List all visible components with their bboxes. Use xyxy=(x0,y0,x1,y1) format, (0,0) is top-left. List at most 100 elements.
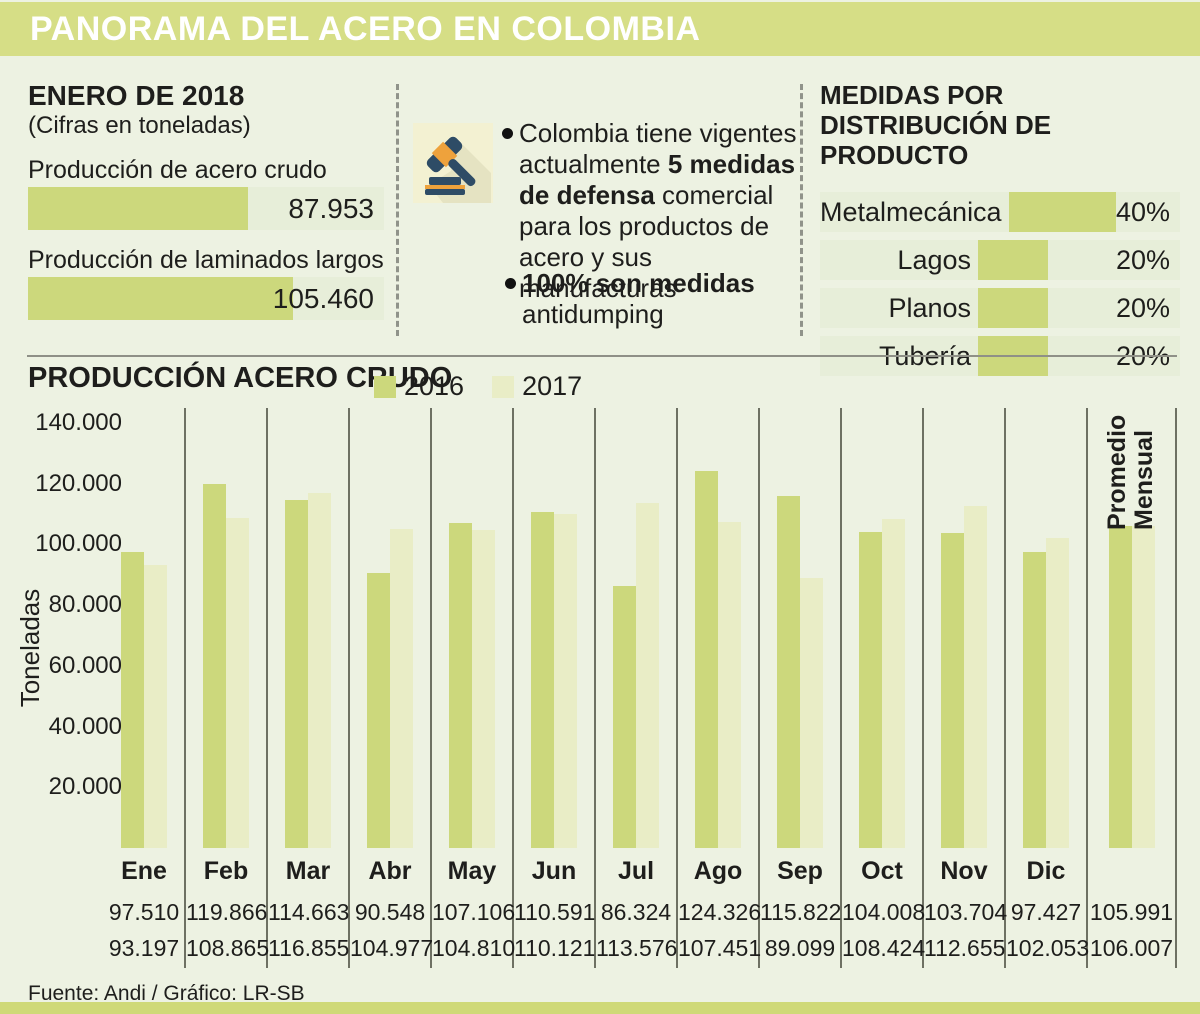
distribution-row: Lagos 20% xyxy=(820,240,1180,280)
month-column: May 107.106 104.810 xyxy=(432,408,516,968)
y-tick-label: 40.000 xyxy=(48,713,122,740)
month-label: Nov xyxy=(940,857,988,885)
medidas-panel: Colombia tiene vigentes actualmente 5 me… xyxy=(410,118,797,348)
distribution-label: Metalmecánica xyxy=(820,196,1002,227)
month-column: Abr 90.548 104.977 xyxy=(350,408,433,968)
value-2016: 104.008 xyxy=(842,899,926,925)
month-label: Mar xyxy=(285,857,331,885)
month-column: Ene 97.510 93.197 xyxy=(104,408,186,968)
bar-pair xyxy=(760,408,840,848)
month-label: Ene xyxy=(121,857,167,885)
month-label: Sep xyxy=(777,857,823,885)
distribution-bar xyxy=(978,288,1048,328)
bullet-text: 100% son medidas antidumping xyxy=(522,268,755,329)
bar-2016 xyxy=(613,586,636,848)
metric-label: Producción de laminados largos xyxy=(28,246,384,274)
bar-2016 xyxy=(695,471,718,848)
enero-title: ENERO DE 2018 xyxy=(28,80,245,111)
distribution-value: 20% xyxy=(1115,292,1170,323)
value-2017: 113.576 xyxy=(596,935,678,961)
bar-2016 xyxy=(449,523,472,848)
bar-pair xyxy=(432,408,512,848)
bar-pair xyxy=(678,408,758,848)
legend-label-2016: 2016 xyxy=(404,371,465,401)
bullet-dot-icon xyxy=(505,278,516,289)
metric-bar-fill xyxy=(28,187,249,230)
month-label xyxy=(1088,848,1175,896)
value-2016: 110.591 xyxy=(514,899,596,925)
bar-2017 xyxy=(1046,538,1069,848)
month-column: Jun 110.591 110.121 xyxy=(514,408,596,968)
bar-2017 xyxy=(882,519,905,848)
value-2016: 90.548 xyxy=(354,899,426,925)
month-label: Jul xyxy=(617,857,655,885)
bar-pair xyxy=(1006,408,1086,848)
bar-2017 xyxy=(636,503,659,848)
distribution-label: Lagos xyxy=(897,244,971,275)
month-column: Ago 124.326 107.451 xyxy=(678,408,762,968)
bar-pair xyxy=(842,408,922,848)
value-2017: 112.655 xyxy=(924,935,1006,961)
month-column: Mar 114.663 116.855 xyxy=(268,408,350,968)
bar-pair xyxy=(104,408,184,848)
bar-pair xyxy=(350,408,430,848)
legend-swatch-2017 xyxy=(492,375,515,398)
bar-2017 xyxy=(144,565,167,848)
page-title: PANORAMA DEL ACERO EN COLOMBIA xyxy=(0,2,1200,56)
value-2016: 124.326 xyxy=(678,899,762,925)
bar-2017 xyxy=(472,530,495,848)
distribution-value: 20% xyxy=(1115,244,1170,275)
y-tick-label: 60.000 xyxy=(48,652,122,679)
value-2017: 116.855 xyxy=(268,935,350,961)
value-2016: 107.106 xyxy=(432,899,516,925)
value-2017: 110.121 xyxy=(514,935,596,961)
distribucion-rows: Metalmecánica 40% Lagos 20% Planos 20% Tubería… xyxy=(820,192,1180,376)
y-tick-label: 120.000 xyxy=(35,470,122,497)
bar-2016 xyxy=(367,573,390,848)
bar-2017 xyxy=(800,578,823,848)
enero-bars: Producción de acero crudo 87.953 Producció… xyxy=(28,156,384,320)
month-column: Jul 86.324 113.576 xyxy=(596,408,678,968)
distribution-row: Planos 20% xyxy=(820,288,1180,328)
month-column: Nov 103.704 112.655 xyxy=(924,408,1008,968)
month-label: Ago xyxy=(693,857,743,885)
distribucion-title: MEDIDAS POR DISTRIBUCIÓN DE PRODUCTO xyxy=(820,80,1052,170)
value-2016: 103.704 xyxy=(924,899,1008,925)
bar-2016 xyxy=(941,533,964,848)
month-label: Abr xyxy=(368,857,412,885)
bar-chart: Ene 97.510 93.197 Feb 119.866 108.865 Mar 114.6… xyxy=(0,408,1177,968)
bar-2017 xyxy=(554,514,577,848)
value-2016: 97.510 xyxy=(108,899,180,925)
value-2017: 108.424 xyxy=(842,935,926,961)
distribution-label: Planos xyxy=(888,292,971,323)
value-2017: 106.007 xyxy=(1089,935,1174,961)
bar-2017 xyxy=(964,506,987,848)
value-2016: 86.324 xyxy=(600,899,672,925)
metric-bar-track: 87.953 xyxy=(28,187,384,230)
bar-pair xyxy=(596,408,676,848)
bullet-item: 100% son medidas antidumping xyxy=(505,268,807,330)
bullet-text: Colombia tiene vigentes actualmente 5 me… xyxy=(519,118,797,303)
month-label: Feb xyxy=(203,857,249,885)
promedio-column: 105.991 106.007 xyxy=(1088,408,1177,968)
value-2017: 89.099 xyxy=(764,935,836,961)
metric-bar-fill xyxy=(28,277,293,320)
bar-2016 xyxy=(859,532,882,848)
value-2017: 104.810 xyxy=(432,935,516,961)
metric-bar-track: 105.460 xyxy=(28,277,384,320)
distribution-row: Metalmecánica 40% xyxy=(820,192,1180,232)
distribution-value: 40% xyxy=(1115,196,1170,227)
bar-2017 xyxy=(718,522,741,848)
chart-legend: 2016 2017 xyxy=(374,371,582,402)
bar-pair xyxy=(268,408,348,848)
distribution-bar xyxy=(1008,192,1116,232)
dashed-divider-right xyxy=(800,84,803,336)
gavel-icon xyxy=(413,123,493,203)
bar-2017 xyxy=(1131,526,1155,848)
bar-2017 xyxy=(226,518,249,848)
bar-pair xyxy=(1088,408,1175,848)
value-2017: 93.197 xyxy=(108,935,180,961)
y-tick-label: 100.000 xyxy=(35,530,122,557)
y-tick-label: 20.000 xyxy=(48,773,122,800)
